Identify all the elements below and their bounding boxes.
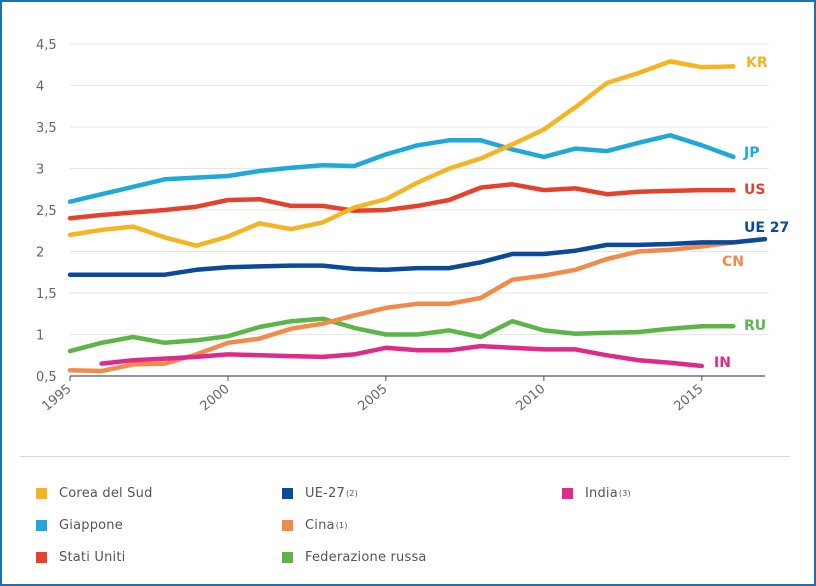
x-tick-label-1: 2000	[198, 382, 233, 415]
y-tick-label-5: 3	[36, 163, 44, 178]
legend-label-kr: Corea del Sud	[59, 486, 153, 501]
legend-sup-in: (3)	[618, 489, 631, 498]
series-end-label-kr: KR	[746, 55, 768, 71]
y-tick-label-1: 1	[36, 329, 44, 344]
y-tick-label-6: 3,5	[36, 121, 57, 136]
legend-item-eu: UE-27 (2)	[282, 486, 358, 501]
legend-label-ru: Federazione russa	[305, 550, 427, 565]
series-line-in	[99, 343, 705, 369]
y-tick-label-0: 0,5	[36, 370, 57, 385]
legend-item-cn: Cina (1)	[282, 518, 348, 533]
legend-swatch-ru	[282, 552, 293, 563]
legend-label-jp: Giappone	[59, 518, 123, 533]
legend-sup-cn: (1)	[335, 521, 348, 530]
legend-sup-eu: (2)	[345, 489, 358, 498]
legend-swatch-eu	[282, 488, 293, 499]
y-tick-label-7: 4	[36, 80, 44, 95]
legend-item-in: India (3)	[562, 486, 631, 501]
legend-swatch-cn	[282, 520, 293, 531]
legend-item-kr: Corea del Sud	[36, 486, 153, 501]
legend-item-ru: Federazione russa	[282, 550, 427, 565]
legend-label-eu: UE-27	[305, 486, 345, 501]
series-end-label-cn: CN	[722, 254, 744, 270]
legend-label-us: Stati Uniti	[59, 550, 126, 565]
series-line-kr	[67, 59, 736, 248]
series-end-label-jp: JP	[743, 145, 759, 161]
x-tick-label-4: 2015	[671, 382, 706, 415]
series-end-label-ue-27: UE 27	[744, 220, 789, 236]
y-tick-label-4: 2,5	[36, 204, 57, 219]
legend-label-in: India	[585, 486, 618, 501]
legend-item-us: Stati Uniti	[36, 550, 125, 565]
series-line-ue-27	[67, 236, 768, 277]
series-line-us	[67, 182, 736, 221]
series-line-cn	[67, 240, 736, 374]
series-line-ru	[67, 316, 736, 354]
series-end-label-in: IN	[714, 355, 731, 371]
x-tick-label-0: 1995	[40, 382, 75, 415]
legend-swatch-jp	[36, 520, 47, 531]
y-tick-label-8: 4,5	[36, 38, 57, 53]
line-chart: 0,5 1 1,5 2 2,5 3 3,5 4 4,5 1995 2000 2005 2010 2015 K…	[36, 38, 789, 415]
x-tick-label-2: 2005	[355, 382, 390, 415]
legend-item-jp: Giappone	[36, 518, 123, 533]
legend-swatch-in	[562, 488, 573, 499]
legend-swatch-us	[36, 552, 47, 563]
x-tick-label-3: 2010	[513, 382, 548, 415]
legend-label-cn: Cina	[305, 518, 335, 533]
legend-divider	[20, 456, 790, 457]
series-end-label-ru: RU	[744, 318, 766, 334]
y-tick-label-2: 1,5	[36, 287, 57, 302]
series-line-jp	[67, 133, 736, 204]
y-tick-label-3: 2	[36, 246, 44, 261]
legend-swatch-kr	[36, 488, 47, 499]
series-end-label-us: US	[744, 182, 765, 198]
legend: Corea del Sud Giappone Stati Uniti UE-27…	[0, 452, 812, 582]
